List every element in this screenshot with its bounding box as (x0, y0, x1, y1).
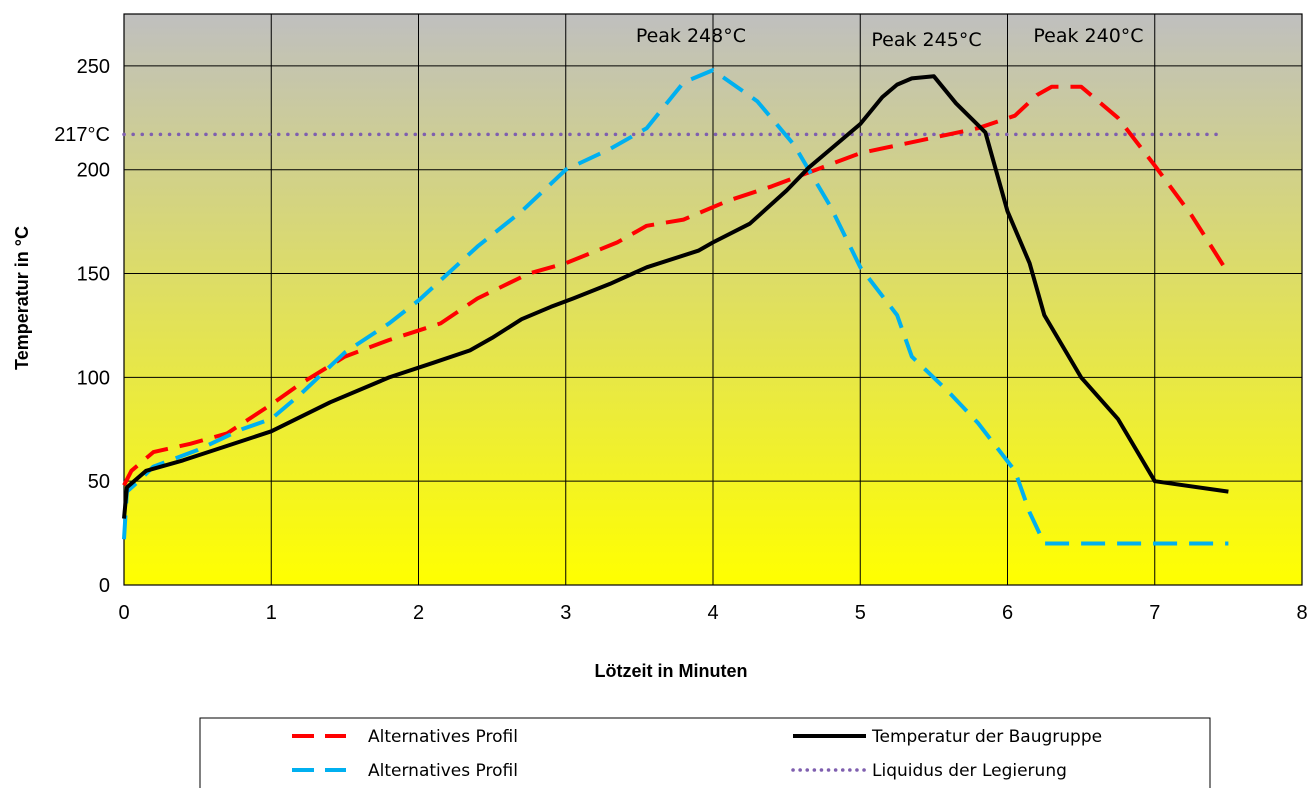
x-axis-title: Lötzeit in Minuten (595, 661, 748, 681)
legend-label: Temperatur der Baugruppe (871, 727, 1102, 747)
peak-annotation: Peak 248°C (636, 25, 746, 47)
y-tick-labels: 0 50 100 150 200 250 (77, 56, 110, 597)
x-tick-label: 8 (1296, 602, 1307, 624)
x-tick-label: 3 (560, 602, 571, 624)
y-tick-label: 0 (99, 575, 110, 597)
legend-label: Alternatives Profil (368, 761, 518, 781)
series-layer (122, 68, 1231, 546)
x-tick-label: 2 (413, 602, 424, 624)
legend-box (199, 717, 1211, 788)
y-axis-title: Temperatur in °C (12, 226, 32, 370)
y-tick-label: 200 (77, 160, 110, 182)
series-line-2 (122, 74, 1229, 519)
peak-annotation: Peak 245°C (871, 29, 981, 51)
peak-annotation: Peak 240°C (1033, 25, 1143, 47)
x-tick-label: 5 (855, 602, 866, 624)
y-tick-label: 100 (77, 367, 110, 389)
y-tick-label: 250 (77, 56, 110, 78)
x-tick-labels: 0 1 2 3 4 5 6 7 8 (118, 602, 1307, 624)
peak-annotations: Peak 248°C Peak 245°C Peak 240°C (636, 25, 1144, 51)
x-tick-label: 0 (118, 602, 129, 624)
legend-label: Liquidus der Legierung (872, 761, 1067, 781)
y-tick-label: 50 (88, 471, 110, 493)
x-tick-label: 4 (707, 602, 718, 624)
x-tick-label: 6 (1002, 602, 1013, 624)
series-line-0 (122, 84, 1231, 487)
series-line-1 (122, 68, 1229, 546)
plot-border (123, 13, 1303, 586)
x-tick-label: 7 (1149, 602, 1160, 624)
y-tick-label: 150 (77, 264, 110, 286)
legend-label: Alternatives Profil (368, 727, 518, 747)
x-tick-label: 1 (266, 602, 277, 624)
legend: Alternatives Profil Temperatur der Baugru… (292, 727, 1102, 781)
y-extra-label: 217°C (54, 124, 110, 146)
